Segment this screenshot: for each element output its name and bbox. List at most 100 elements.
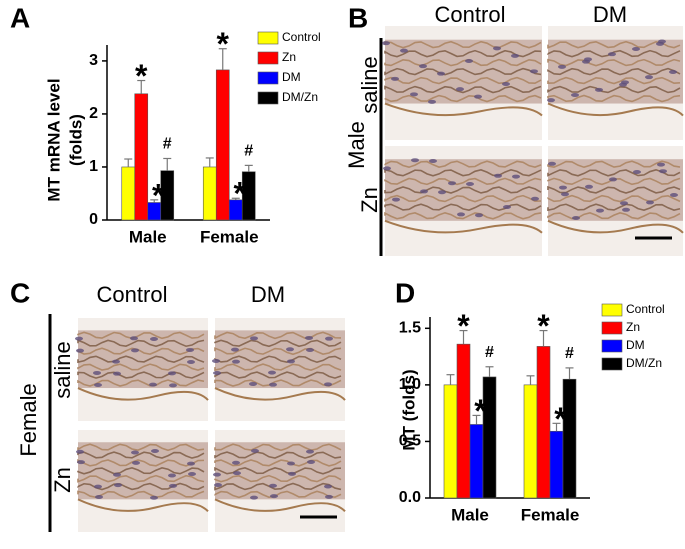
nucleus (168, 473, 176, 478)
error-bar (231, 197, 240, 200)
lamina (547, 194, 681, 203)
nucleus (212, 358, 220, 363)
nucleus (325, 494, 333, 499)
lamina (547, 58, 681, 67)
nucleus (410, 92, 418, 97)
bar (562, 378, 577, 499)
tissue (78, 330, 208, 389)
column-label: DM (593, 2, 627, 27)
legend-label: Zn (626, 320, 640, 334)
nucleus (392, 197, 400, 202)
nucleus (113, 371, 121, 376)
panel-letter: C (10, 277, 30, 308)
lamina (384, 177, 542, 186)
nucleus (151, 449, 159, 453)
nucleus (94, 484, 102, 489)
bar (121, 166, 136, 221)
nucleus (530, 69, 538, 74)
y-tick-label: 0.0 (399, 489, 421, 506)
nucleus (645, 75, 653, 80)
nucleus (269, 483, 277, 488)
bar (456, 343, 471, 499)
nucleus (383, 166, 391, 171)
lamina (214, 466, 342, 475)
column-label: DM (251, 282, 285, 307)
row-label: saline (50, 341, 75, 398)
annotation: # (244, 143, 253, 160)
lamina (547, 94, 681, 103)
nucleus (465, 59, 473, 63)
group-label: Male (344, 121, 369, 169)
legend-swatch (257, 51, 279, 65)
nucleus (646, 200, 654, 205)
annotation: * (234, 176, 247, 212)
error-bar (459, 329, 468, 345)
nucleus (288, 471, 296, 476)
lamina (384, 94, 542, 103)
lamina (384, 67, 542, 76)
nucleus (596, 208, 604, 213)
nucleus (585, 184, 593, 189)
adventitia (77, 387, 209, 401)
lamina (214, 451, 342, 459)
nucleus (307, 460, 315, 464)
x-tick-label: Female (521, 505, 580, 524)
error-bar (205, 157, 214, 167)
tissue (385, 39, 542, 104)
lamina (214, 363, 342, 372)
error-bar (485, 366, 494, 377)
nucleus (609, 177, 617, 182)
nucleus (325, 336, 333, 341)
nucleus (658, 39, 666, 44)
nucleus (75, 336, 83, 341)
nucleus (286, 347, 294, 352)
nucleus (188, 472, 196, 476)
nucleus (250, 495, 258, 500)
bar (134, 93, 149, 221)
nucleus (187, 360, 195, 364)
legend-swatch (257, 71, 279, 85)
y-axis-label: (folds) (66, 114, 85, 166)
x-tick-label: Male (129, 227, 167, 246)
nucleus (287, 461, 295, 466)
error-bar (218, 48, 227, 70)
nucleus (493, 46, 501, 51)
nucleus (251, 448, 259, 453)
legend-swatch (601, 339, 623, 353)
lamina (214, 339, 342, 348)
lamina (77, 371, 205, 379)
nucleus (324, 382, 332, 387)
legend-label: DM/Zn (282, 90, 318, 104)
nucleus (419, 64, 427, 69)
lamina (384, 160, 542, 169)
adventitia (214, 387, 346, 401)
y-axis-label: MT (folds) (399, 369, 418, 450)
nucleus (306, 449, 314, 454)
nucleus (169, 483, 177, 488)
nucleus (420, 189, 428, 194)
y-tick-label: 3 (89, 52, 98, 69)
legend-swatch (601, 321, 623, 335)
nucleus (437, 71, 445, 76)
nucleus (130, 336, 138, 341)
error-bar (552, 422, 561, 432)
lamina (77, 474, 205, 483)
nucleus (571, 93, 579, 97)
column-label: Control (97, 282, 168, 307)
lamina (77, 355, 205, 364)
nucleus (306, 348, 314, 352)
annotation: # (163, 136, 172, 153)
lamina (384, 40, 542, 49)
nucleus (270, 494, 278, 499)
nucleus (76, 348, 84, 353)
y-tick-label: 1 (89, 158, 98, 175)
nucleus (232, 359, 240, 364)
lamina (214, 371, 342, 379)
lamina (547, 168, 681, 177)
nucleus (572, 216, 580, 220)
tissue (548, 39, 683, 104)
panel-letter: A (10, 2, 30, 33)
lamina (384, 168, 542, 177)
legend-label: DM (282, 70, 301, 84)
bar (549, 430, 564, 499)
